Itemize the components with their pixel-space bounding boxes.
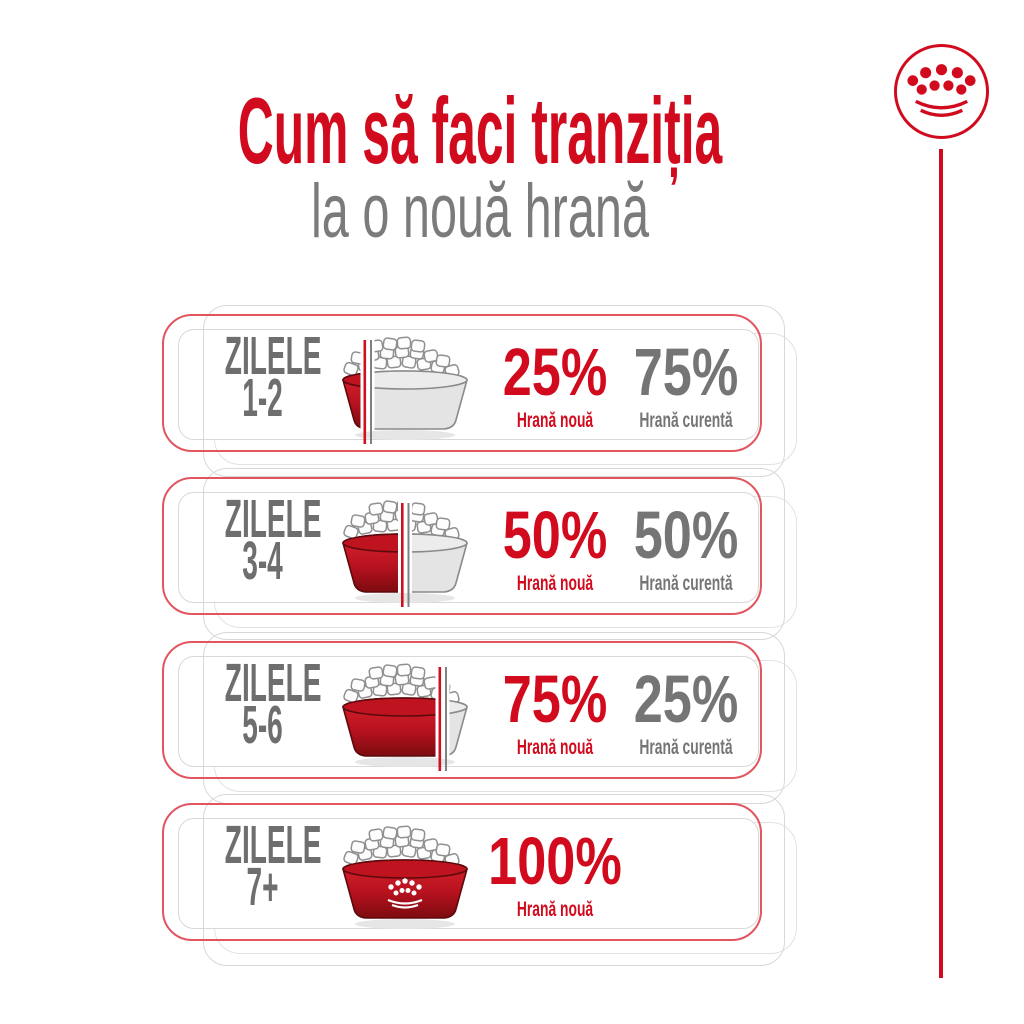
page-subtitle: la o nouă hrană: [0, 174, 960, 250]
step-card-red-frame: [162, 641, 762, 779]
current-food-caption: Hrană curentă: [639, 736, 733, 759]
day-block: ZILELE 7+: [190, 815, 335, 917]
day-range: 5-6: [242, 695, 283, 755]
current-food-percent: 75%: [633, 335, 739, 410]
current-food-percent: 25%: [633, 662, 739, 737]
new-food-caption: Hrană nouă: [516, 898, 594, 921]
day-range: 7+: [246, 857, 279, 917]
food-bowl-icon: [330, 497, 480, 609]
current-food-caption: Hrană curentă: [639, 409, 733, 432]
new-food-percent: 50%: [502, 498, 608, 573]
stacked-card-outline: [203, 794, 785, 966]
title-line2: la o nouă hrană: [310, 169, 650, 254]
current-food-caption: Hrană curentă: [639, 572, 733, 595]
new-food-percent: 100%: [488, 824, 622, 899]
day-block: ZILELE 1-2: [190, 326, 335, 428]
page-title: Cum să faci tranziția: [0, 84, 960, 178]
day-range: 3-4: [242, 531, 283, 591]
step-card: [178, 492, 759, 603]
day-block: ZILELE 3-4: [190, 489, 335, 591]
day-range: 1-2: [242, 368, 283, 428]
new-food-caption: Hrană nouă: [516, 736, 594, 759]
new-food-percent: 25%: [502, 335, 608, 410]
day-label: ZILELE: [224, 653, 322, 713]
step-card: [178, 656, 759, 767]
title-line1: Cum să faci tranziția: [237, 78, 723, 183]
food-bowl-icon: [330, 661, 480, 773]
step-card: [178, 818, 759, 929]
food-bowl-icon: [330, 334, 480, 446]
food-bowl-icon: [330, 823, 480, 935]
new-food-percent: 75%: [502, 662, 608, 737]
stacked-card-outline: [203, 468, 785, 640]
step-card: [178, 329, 759, 440]
stacked-card-outline: [203, 305, 785, 477]
day-label: ZILELE: [224, 326, 322, 386]
new-food-caption: Hrană nouă: [516, 409, 594, 432]
new-food-caption: Hrană nouă: [516, 572, 594, 595]
day-label: ZILELE: [224, 815, 322, 875]
step-card-red-frame: [162, 803, 762, 941]
brand-vertical-line: [939, 149, 943, 978]
step-card-red-frame: [162, 477, 762, 615]
step-card-red-frame: [162, 314, 762, 452]
day-block: ZILELE 5-6: [190, 653, 335, 755]
current-food-percent: 50%: [633, 498, 739, 573]
day-label: ZILELE: [224, 489, 322, 549]
royal-canin-crown-icon: [892, 42, 991, 141]
